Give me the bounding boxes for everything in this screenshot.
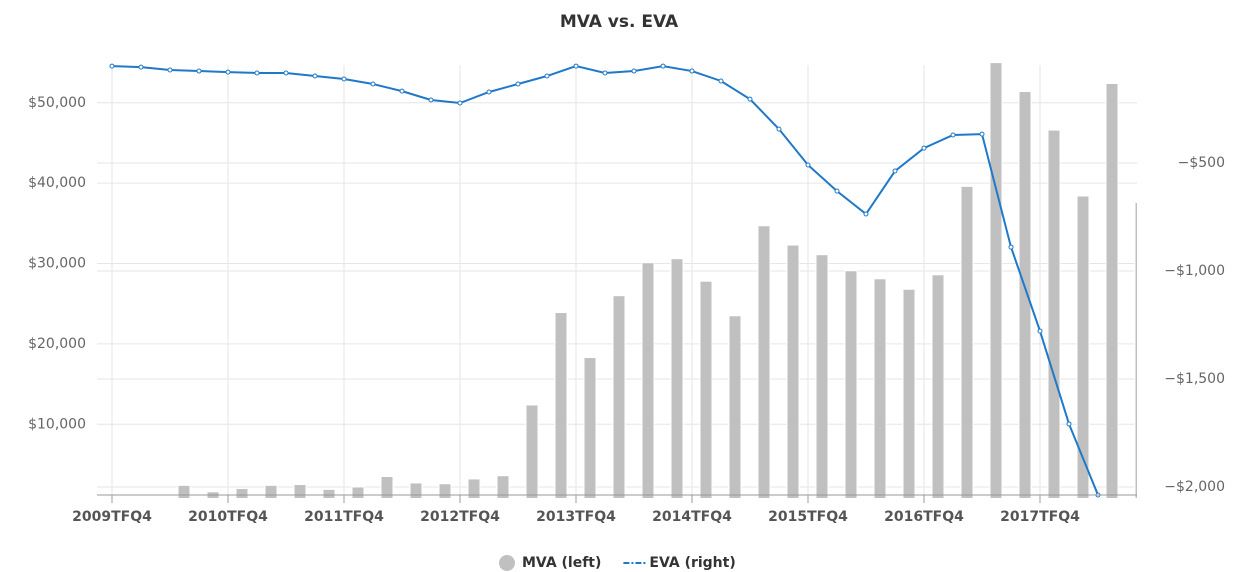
legend-label: MVA (left) xyxy=(522,555,601,571)
bar xyxy=(612,295,626,498)
x-tick-label: 2014TFQ4 xyxy=(652,509,732,525)
point xyxy=(747,96,753,102)
bar xyxy=(1105,82,1119,498)
legend: MVA (left) EVA (right) xyxy=(499,555,736,571)
bar xyxy=(1047,129,1061,498)
bar xyxy=(670,258,684,498)
bar xyxy=(467,478,481,498)
point xyxy=(544,73,550,79)
point xyxy=(196,68,202,74)
point xyxy=(399,88,405,94)
bar xyxy=(844,270,858,498)
point xyxy=(486,89,492,95)
plot-area xyxy=(109,62,1137,498)
point xyxy=(283,70,289,76)
x-tick-label: 2013TFQ4 xyxy=(536,509,616,525)
point xyxy=(370,81,376,87)
axes: $10,000 $20,000 $30,000 $40,000 $50,000 −$2,0… xyxy=(28,95,1225,525)
point xyxy=(109,63,115,69)
bar xyxy=(699,280,713,498)
point xyxy=(660,63,666,69)
bar xyxy=(989,62,1003,498)
point xyxy=(1066,421,1072,427)
point xyxy=(225,69,231,75)
bar xyxy=(1076,195,1090,498)
x-tick-label: 2016TFQ4 xyxy=(884,509,964,525)
bar xyxy=(960,185,974,498)
bar xyxy=(1134,201,1137,498)
chart-title: MVA vs. EVA xyxy=(560,12,679,32)
y-tick-label: $40,000 xyxy=(28,175,86,191)
point xyxy=(312,73,318,79)
y-tick-label: $30,000 xyxy=(28,256,86,272)
legend-label: EVA (right) xyxy=(649,555,735,571)
legend-item[interactable]: EVA (right) xyxy=(623,555,736,571)
x-tick-label: 2015TFQ4 xyxy=(768,509,848,525)
point xyxy=(1008,244,1014,250)
point xyxy=(167,67,173,73)
bar xyxy=(409,482,423,498)
bar xyxy=(322,488,336,498)
point xyxy=(805,162,811,168)
bar xyxy=(351,486,365,498)
point xyxy=(428,97,434,103)
y2-tick-label: −$1,500 xyxy=(1164,371,1225,387)
y-tick-label: $10,000 xyxy=(28,416,86,432)
bar xyxy=(902,288,916,498)
point xyxy=(979,131,985,137)
point xyxy=(863,211,869,217)
bar xyxy=(1018,91,1032,498)
bar xyxy=(525,404,539,498)
legend-item[interactable]: MVA (left) xyxy=(499,555,601,571)
bar xyxy=(931,274,945,498)
bar xyxy=(786,244,800,498)
point xyxy=(776,126,782,132)
point xyxy=(718,78,724,84)
bar xyxy=(380,476,394,498)
point xyxy=(689,68,695,74)
point xyxy=(1037,328,1043,334)
point xyxy=(631,68,637,74)
x-tick-label: 2009TFQ4 xyxy=(72,509,152,525)
line xyxy=(111,65,1099,496)
point xyxy=(834,188,840,194)
bar xyxy=(873,278,887,498)
x-tick-label: 2010TFQ4 xyxy=(188,509,268,525)
bar xyxy=(583,357,597,498)
y-tick-label: $50,000 xyxy=(28,95,86,111)
bar xyxy=(554,312,568,498)
point xyxy=(921,145,927,151)
point xyxy=(573,63,579,69)
x-tick-label: 2017TFQ4 xyxy=(1000,509,1080,525)
x-tick-label: 2011TFQ4 xyxy=(304,509,384,525)
point xyxy=(892,168,898,174)
y2-tick-label: −$1,000 xyxy=(1164,263,1225,279)
point xyxy=(138,64,144,70)
y2-tick-label: −$2,000 xyxy=(1164,479,1225,495)
bar xyxy=(641,262,655,498)
bar xyxy=(757,225,771,498)
y2-tick-label: −$500 xyxy=(1178,155,1225,171)
bar xyxy=(235,488,249,498)
bar xyxy=(815,254,829,498)
point xyxy=(602,70,608,76)
x-tick-label: 2012TFQ4 xyxy=(420,509,500,525)
point xyxy=(254,70,260,76)
bar xyxy=(728,315,742,498)
point xyxy=(457,100,463,106)
point xyxy=(515,81,521,87)
y-tick-label: $20,000 xyxy=(28,336,86,352)
legend-symbol xyxy=(499,555,515,571)
point xyxy=(341,76,347,82)
point xyxy=(950,132,956,138)
bar xyxy=(438,483,452,498)
